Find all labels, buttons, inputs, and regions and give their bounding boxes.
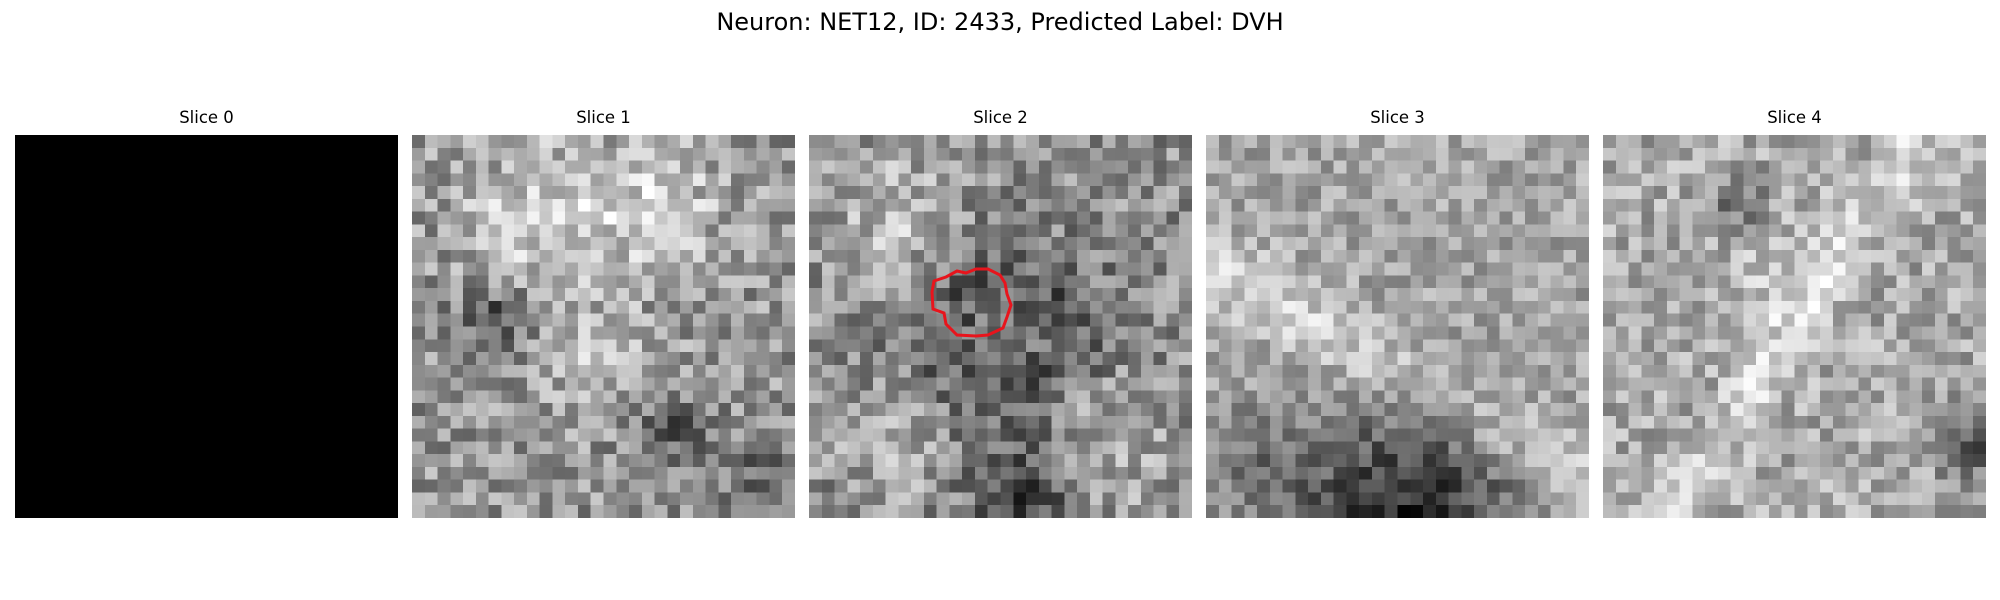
slice-panel-0: Slice 0 — [15, 108, 398, 518]
slice-title: Slice 3 — [1370, 108, 1425, 127]
slice-panel-1: Slice 1 — [412, 108, 795, 518]
slice-image — [15, 135, 398, 518]
slice-image — [809, 135, 1192, 518]
figure-title: Neuron: NET12, ID: 2433, Predicted Label… — [716, 8, 1284, 36]
slice-title: Slice 2 — [973, 108, 1028, 127]
slice-panel-4: Slice 4 — [1603, 108, 1986, 518]
slice-panel-2: Slice 2 — [809, 108, 1192, 518]
slice-title: Slice 1 — [576, 108, 631, 127]
slice-panel-3: Slice 3 — [1206, 108, 1589, 518]
slice-title: Slice 4 — [1767, 108, 1822, 127]
slice-image — [1603, 135, 1986, 518]
slice-title: Slice 0 — [179, 108, 234, 127]
slice-image — [1206, 135, 1589, 518]
slice-image — [412, 135, 795, 518]
